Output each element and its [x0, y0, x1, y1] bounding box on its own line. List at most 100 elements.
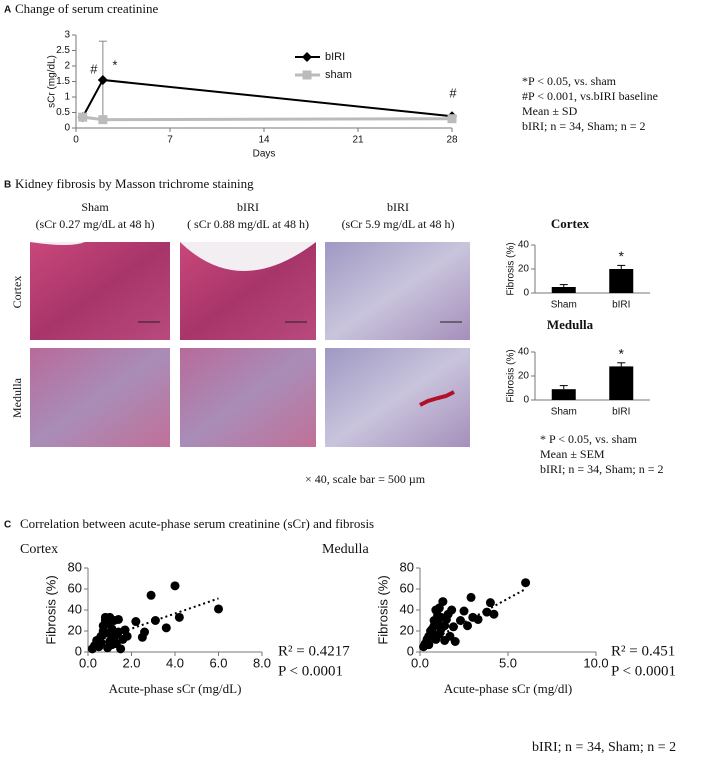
bar — [551, 389, 576, 400]
y-tick-label: 60 — [400, 580, 414, 595]
panel-label: B — [4, 180, 11, 191]
panel-label: C — [4, 520, 11, 531]
point — [161, 623, 171, 633]
micrograph — [180, 348, 316, 447]
point — [103, 619, 113, 629]
point — [140, 627, 150, 637]
point — [170, 581, 180, 591]
stat: P < 0.0001 — [278, 663, 343, 679]
micrograph — [30, 242, 170, 340]
series-line — [82, 115, 453, 122]
caption: × 40, scale bar = 500 µm — [305, 472, 426, 486]
y-tick-label: 0 — [407, 643, 414, 658]
y-tick-label: 20 — [400, 622, 414, 637]
point — [447, 605, 457, 615]
point — [434, 629, 444, 639]
point — [122, 631, 132, 641]
point — [174, 612, 184, 622]
marker — [98, 115, 108, 125]
x-tick-label: bIRI — [612, 407, 630, 418]
point — [438, 597, 448, 607]
chart-title: Cortex — [20, 542, 58, 557]
point — [485, 598, 495, 608]
x-tick-label: 8.0 — [253, 655, 271, 670]
y-tick-label: 0 — [64, 123, 70, 134]
marker — [97, 74, 108, 85]
point — [521, 578, 531, 588]
y-axis-label: sCr (mg/dL) — [47, 55, 58, 108]
annotation: # — [90, 61, 98, 76]
y-tick-label: 40 — [518, 347, 530, 358]
cast — [419, 390, 455, 407]
marker — [447, 114, 457, 124]
y-tick-label: 2 — [64, 61, 70, 72]
y-tick-label: 40 — [400, 601, 414, 616]
x-tick-label: Sham — [551, 407, 577, 418]
point — [131, 617, 141, 627]
row-label: Cortex — [10, 276, 24, 309]
note: Mean ± SEM — [540, 447, 605, 461]
panel-label: A — [4, 5, 11, 16]
x-axis-label: Acute-phase sCr (mg/dL) — [109, 681, 242, 696]
annotation: * — [619, 346, 625, 362]
micrograph — [30, 348, 170, 447]
y-tick-label: 0 — [523, 395, 529, 406]
trendline — [424, 588, 527, 645]
y-axis-label: Fibrosis (%) — [375, 575, 390, 644]
x-tick-label: 4.0 — [166, 655, 184, 670]
legend-label: sham — [325, 69, 352, 81]
y-tick-label: 80 — [68, 559, 82, 574]
x-tick-label: 10.0 — [583, 655, 608, 670]
point — [146, 590, 156, 600]
stat: P < 0.0001 — [611, 663, 676, 679]
micrograph — [325, 348, 470, 447]
annotation: * — [619, 248, 625, 264]
bar — [609, 269, 634, 293]
point — [482, 607, 492, 617]
point — [214, 604, 223, 614]
panel-title: Correlation between acute-phase serum cr… — [20, 516, 374, 531]
y-tick-label: 60 — [68, 580, 82, 595]
column-sub: (sCr 0.27 mg/dL at 48 h) — [36, 217, 155, 231]
point — [473, 614, 483, 624]
x-tick-label: 28 — [446, 135, 458, 146]
panel-title: Change of serum creatinine — [15, 1, 159, 16]
chart-title: Cortex — [551, 216, 590, 231]
point — [150, 616, 160, 625]
y-tick-label: 0 — [523, 288, 529, 299]
column-name: Sham — [81, 200, 109, 214]
trendline — [94, 597, 219, 643]
panel-c: C Correlation between acute-phase serum … — [4, 516, 676, 755]
annotation: * — [112, 57, 117, 72]
y-tick-label: 0.5 — [56, 107, 70, 118]
note: #P < 0.001, vs.bIRI baseline — [522, 89, 658, 103]
legend-marker — [302, 70, 312, 80]
x-tick-label: Sham — [551, 300, 577, 311]
x-tick-label: 0 — [73, 135, 79, 146]
point — [463, 621, 473, 631]
y-tick-label: 1.5 — [56, 76, 70, 87]
row-label: Medulla — [10, 377, 24, 418]
point — [489, 609, 499, 619]
y-tick-label: 40 — [68, 601, 82, 616]
x-tick-label: 2.0 — [122, 655, 140, 670]
panel-b: B Kidney fibrosis by Masson trichrome st… — [4, 176, 664, 486]
panel-a: A Change of serum creatinine *P < 0.05, … — [4, 1, 658, 133]
x-tick-label: bIRI — [612, 300, 630, 311]
x-tick-label: 7 — [167, 135, 173, 146]
x-tick-label: 14 — [258, 135, 270, 146]
note: bIRI; n = 34, Sham; n = 2 — [540, 462, 664, 476]
chart-title: Medulla — [547, 317, 594, 332]
y-tick-label: 20 — [68, 622, 82, 637]
y-tick-label: 80 — [400, 559, 414, 574]
note: bIRI; n = 34, Sham; n = 2 — [532, 740, 676, 755]
y-tick-label: 3 — [64, 30, 70, 41]
point — [455, 616, 465, 625]
point — [431, 605, 441, 615]
legend-label: bIRI — [325, 51, 345, 63]
column-sub: ( sCr 0.88 mg/dL at 48 h) — [187, 217, 309, 231]
note: *P < 0.05, vs. sham — [522, 74, 617, 88]
note: Mean ± SD — [522, 104, 578, 118]
y-tick-label: 2.5 — [56, 45, 70, 56]
x-tick-label: 0.0 — [79, 655, 97, 670]
